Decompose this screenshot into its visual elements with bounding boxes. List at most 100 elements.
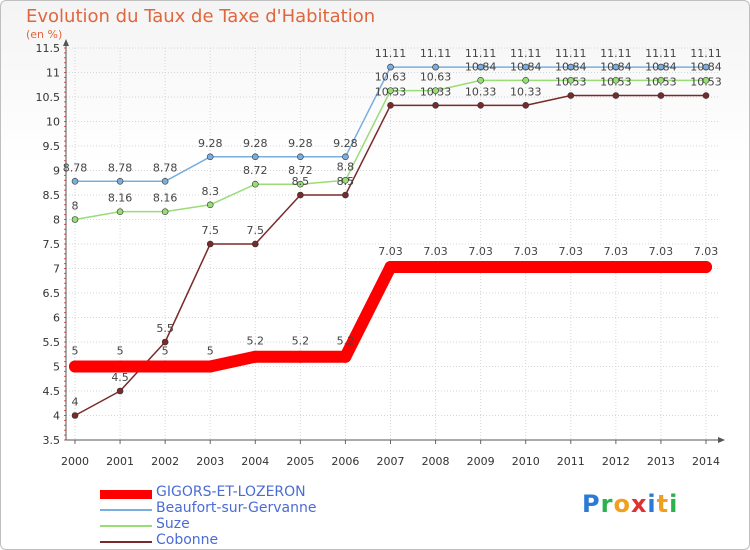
data-point	[342, 177, 349, 184]
data-point	[71, 177, 79, 185]
data-point	[342, 153, 349, 161]
data-label: 10.63	[375, 71, 407, 84]
data-label: 10.53	[555, 76, 587, 89]
y-tick-label: 10.5	[36, 91, 61, 104]
x-tick-label: 2007	[377, 455, 405, 468]
legend-label: Beaufort-sur-Gervanne	[156, 500, 317, 516]
data-point	[474, 261, 487, 274]
data-point	[477, 63, 484, 71]
x-tick-label: 2011	[557, 455, 585, 468]
legend-swatch	[100, 541, 152, 543]
logo-letter: o	[613, 490, 631, 518]
data-point	[522, 77, 530, 84]
logo-letter: r	[600, 490, 614, 518]
y-tick-label: 4.5	[43, 385, 61, 398]
data-point	[522, 102, 530, 109]
data-point	[116, 208, 124, 215]
data-label: 7.03	[378, 245, 403, 258]
data-point	[567, 77, 575, 84]
data-point	[609, 261, 622, 274]
data-label: 11.11	[645, 47, 677, 60]
data-point	[387, 102, 394, 109]
data-label: 8.16	[108, 192, 133, 205]
data-point	[432, 63, 439, 71]
data-label: 10.84	[645, 60, 677, 73]
data-point	[251, 180, 259, 188]
proxiti-logo: Proxiti	[582, 490, 678, 518]
data-point	[294, 350, 307, 363]
legend-label: Cobonne	[156, 532, 219, 548]
y-tick-label: 11	[46, 67, 60, 80]
legend-label: GIGORS-ET-LOZERON	[156, 484, 306, 500]
data-label: 11.11	[465, 47, 497, 60]
data-point	[700, 261, 712, 274]
data-point	[71, 216, 79, 223]
data-point	[432, 87, 439, 94]
data-label: 7.03	[468, 245, 493, 258]
data-label: 5.2	[292, 335, 310, 348]
data-label: 10.53	[645, 76, 677, 89]
data-label: 7.03	[604, 245, 629, 258]
data-label: 10.84	[555, 60, 587, 73]
data-point	[657, 77, 665, 84]
data-point	[206, 240, 214, 248]
data-point	[612, 63, 620, 71]
data-point	[161, 208, 169, 215]
data-point	[564, 261, 577, 274]
x-tick-label: 2001	[106, 455, 134, 468]
data-point	[116, 387, 124, 395]
data-label: 11.11	[690, 47, 722, 60]
data-label: 11.11	[375, 47, 407, 60]
y-tick-label: 6.5	[43, 287, 61, 300]
data-point	[477, 102, 484, 109]
data-point	[567, 92, 575, 99]
y-tick-label: 7	[53, 263, 60, 276]
x-tick-label: 2000	[61, 455, 89, 468]
data-point	[342, 191, 349, 199]
data-label: 4.5	[111, 371, 129, 384]
data-label: 8.78	[108, 161, 133, 174]
data-label: 10.84	[600, 60, 632, 73]
logo-letter: i	[647, 490, 657, 518]
y-tick-label: 9	[53, 165, 60, 178]
data-label: 10.84	[510, 60, 542, 73]
chart-title: Evolution du Taux de Taxe d'Habitation	[26, 6, 376, 27]
data-point	[251, 240, 259, 248]
data-label: 10.84	[465, 60, 497, 73]
legend-swatch	[100, 490, 152, 499]
data-label: 7.5	[201, 224, 219, 237]
data-label: 8.5	[292, 175, 310, 188]
data-label: 5.2	[337, 335, 355, 348]
y-tick-label: 3.5	[43, 434, 61, 447]
x-tick-label: 2014	[692, 455, 720, 468]
data-point	[387, 87, 394, 94]
data-point	[612, 92, 620, 99]
data-point	[71, 412, 79, 419]
x-tick-label: 2006	[331, 455, 359, 468]
y-tick-label: 4	[53, 410, 60, 423]
data-label: 8.78	[153, 161, 178, 174]
y-tick-label: 9.5	[43, 140, 61, 153]
data-label: 4	[72, 396, 79, 409]
data-label: 11.11	[510, 47, 542, 60]
data-point	[702, 63, 710, 71]
logo-letter: i	[669, 490, 679, 518]
data-label: 9.28	[198, 137, 223, 150]
data-point	[159, 360, 172, 373]
data-label: 8.8	[337, 160, 355, 173]
data-label: 7.03	[694, 245, 719, 258]
data-point	[567, 63, 575, 71]
data-point	[387, 63, 394, 71]
data-label: 7.03	[649, 245, 674, 258]
data-label: 5	[207, 345, 214, 358]
data-point	[297, 180, 304, 188]
data-point	[612, 77, 620, 84]
data-label: 10.53	[690, 76, 722, 89]
data-point	[206, 201, 214, 209]
data-label: 9.28	[333, 137, 358, 150]
data-label: 10.33	[465, 85, 497, 98]
data-label: 8.16	[153, 192, 178, 205]
data-point	[297, 191, 304, 199]
data-label: 8.72	[288, 164, 313, 177]
